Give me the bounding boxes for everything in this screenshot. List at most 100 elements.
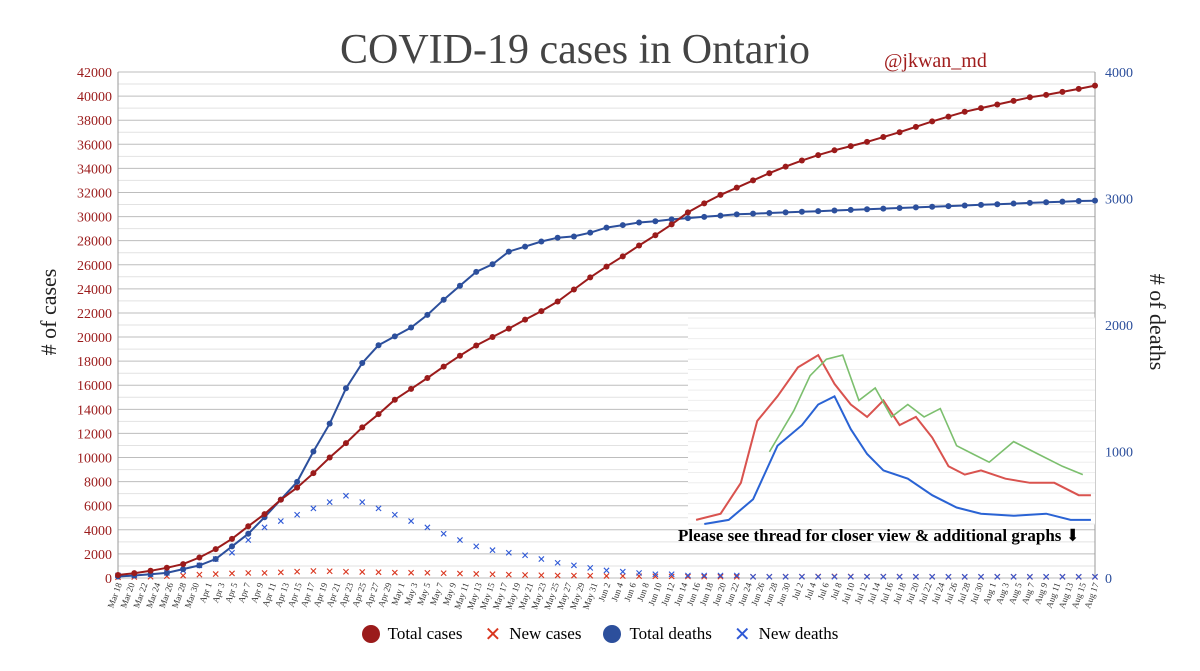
total-deaths-point — [1059, 198, 1066, 205]
author-handle: @jkwan_md — [884, 50, 987, 72]
y-tick-label: 36000 — [77, 138, 112, 153]
new-deaths-point — [798, 573, 805, 580]
y-tick-label: 38000 — [77, 114, 112, 129]
legend-new-deaths: ✕ New deaths — [734, 624, 839, 644]
new-deaths-point — [603, 567, 610, 574]
new-deaths-point — [782, 573, 789, 580]
new-cases-marker: ✕ — [484, 622, 502, 646]
y2-axis-label: # of deaths — [1145, 274, 1170, 371]
total-cases-point — [261, 511, 268, 518]
new-deaths-point — [717, 572, 724, 579]
new-deaths-point — [342, 492, 349, 499]
total-cases-point — [636, 242, 643, 249]
legend-label: Total cases — [387, 624, 463, 643]
total-cases-point — [1026, 94, 1033, 101]
total-deaths-point — [1010, 200, 1017, 207]
total-deaths-point — [587, 229, 594, 236]
new-deaths-point — [554, 559, 561, 566]
new-cases-point — [375, 569, 382, 576]
total-cases-point — [245, 523, 252, 530]
new-deaths-point — [277, 518, 284, 525]
new-deaths-point — [456, 537, 463, 544]
legend: Total cases ✕ New cases Total deaths ✕ N… — [0, 624, 1200, 644]
total-deaths-point — [1092, 197, 1098, 204]
total-deaths-point — [245, 530, 252, 537]
total-cases-point — [864, 138, 871, 145]
total-deaths-point — [196, 562, 203, 569]
new-cases-point — [554, 572, 561, 579]
y-tick-label: 26000 — [77, 259, 112, 274]
total-cases-point — [896, 129, 903, 136]
total-cases-point — [847, 143, 854, 150]
total-cases-point — [652, 232, 659, 239]
y-tick-label: 10000 — [77, 452, 112, 467]
new-deaths-point — [505, 549, 512, 556]
total-cases-point — [1043, 91, 1050, 98]
new-cases-point — [473, 570, 480, 577]
new-cases-point — [619, 573, 626, 580]
new-cases-point — [359, 568, 366, 575]
new-cases-point — [424, 569, 431, 576]
total-cases-point — [277, 496, 284, 503]
inset-green-line — [768, 354, 1084, 476]
new-deaths-point — [424, 524, 431, 531]
new-cases-point — [408, 569, 415, 576]
legend-label: Total deaths — [629, 624, 712, 643]
y-tick-label: 22000 — [77, 307, 112, 322]
total-deaths-point — [505, 248, 512, 255]
total-deaths-point — [440, 296, 447, 303]
new-deaths-point — [1026, 573, 1033, 580]
new-deaths-point — [978, 573, 985, 580]
new-deaths-point — [636, 569, 643, 576]
total-deaths-point — [456, 282, 463, 289]
total-cases-point — [131, 570, 138, 577]
total-cases-point — [391, 396, 398, 403]
total-cases-point — [945, 113, 952, 120]
new-deaths-point — [587, 564, 594, 571]
total-cases-point — [163, 564, 170, 571]
total-deaths-point — [750, 210, 757, 217]
total-cases-point — [815, 152, 822, 159]
total-cases-point — [717, 191, 724, 198]
new-cases-point — [522, 571, 529, 578]
new-deaths-marker: ✕ — [733, 622, 751, 646]
inset-new-cases-line — [695, 353, 1091, 521]
total-cases-point — [228, 535, 235, 542]
inset-note: Please see thread for closer view & addi… — [678, 526, 1080, 545]
total-deaths-point — [831, 207, 838, 214]
total-deaths-point — [717, 212, 724, 219]
total-deaths-point — [652, 218, 659, 225]
total-cases-point — [603, 263, 610, 270]
new-deaths-point — [619, 568, 626, 575]
new-cases-point — [733, 573, 740, 580]
new-deaths-point — [570, 562, 577, 569]
total-deaths-point — [864, 206, 871, 213]
new-cases-point — [603, 572, 610, 579]
total-cases-point — [147, 567, 154, 574]
new-cases-point — [684, 573, 691, 580]
total-cases-point — [880, 134, 887, 141]
total-cases-point — [831, 147, 838, 154]
total-cases-point — [912, 123, 919, 130]
total-deaths-point — [815, 208, 822, 215]
total-cases-point — [196, 554, 203, 561]
new-deaths-point — [945, 573, 952, 580]
total-deaths-point — [912, 204, 919, 211]
total-cases-point — [587, 274, 594, 281]
new-cases-point — [456, 570, 463, 577]
total-deaths-point — [489, 261, 496, 268]
total-cases-point — [408, 385, 415, 392]
new-deaths-point — [228, 549, 235, 556]
new-deaths-point — [961, 573, 968, 580]
total-cases-point — [342, 440, 349, 447]
new-deaths-point — [1010, 573, 1017, 580]
total-cases-point — [359, 424, 366, 431]
new-deaths-point — [489, 547, 496, 554]
total-deaths-point — [961, 202, 968, 209]
y2-tick-label: 4000 — [1105, 66, 1133, 81]
y2-tick-label: 3000 — [1105, 193, 1133, 208]
new-deaths-point — [750, 573, 757, 580]
total-deaths-point — [994, 201, 1001, 208]
